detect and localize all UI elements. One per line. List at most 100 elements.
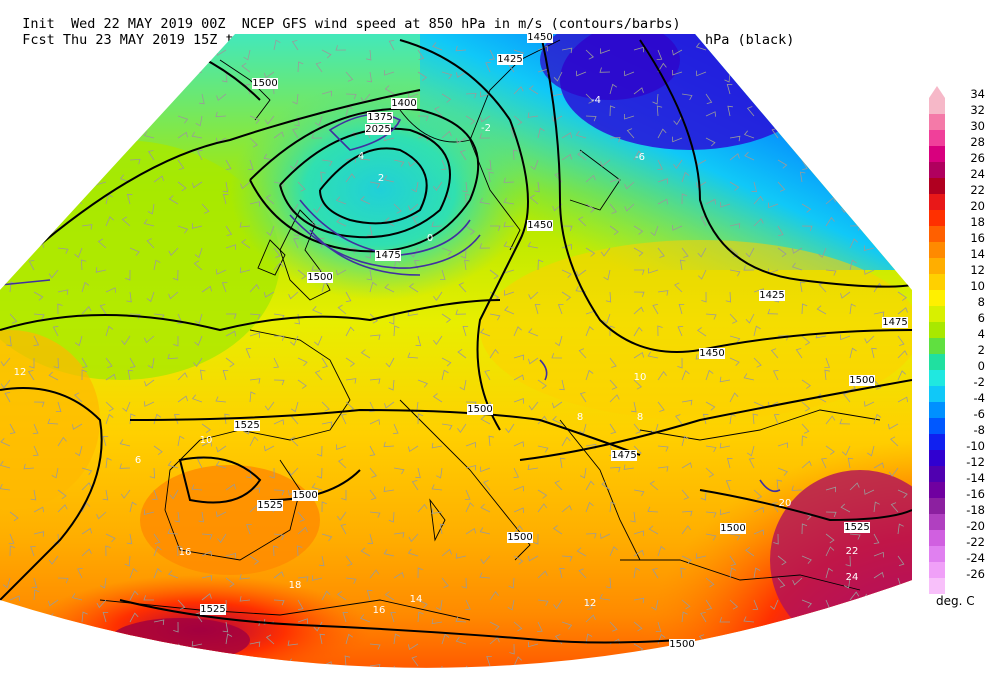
wind-barb (57, 303, 63, 315)
wind-barb (801, 621, 807, 632)
wind-barb (465, 599, 471, 610)
wind-barb (199, 93, 205, 105)
wind-barb (465, 193, 471, 205)
wind-barb (647, 506, 659, 513)
wind-barb (867, 445, 875, 457)
wind-barb (4, 392, 11, 403)
wind-barb (33, 445, 39, 456)
wind-barb (825, 486, 837, 493)
wind-barb (849, 617, 860, 623)
wind-barb (95, 157, 107, 163)
wind-barb (408, 159, 419, 168)
wind-barb (23, 463, 35, 470)
wind-barb (24, 643, 35, 652)
wind-barb (801, 48, 813, 55)
legend-swatch (929, 338, 945, 354)
wind-barb (177, 655, 183, 667)
wind-barb (121, 335, 131, 346)
temperature-label: 22 (846, 546, 859, 557)
wind-barb (225, 577, 235, 588)
wind-barb (249, 313, 261, 320)
wind-barb (129, 567, 138, 579)
wind-barb (657, 401, 665, 412)
legend-swatch (929, 402, 945, 418)
wind-barb (489, 621, 500, 631)
wind-barb (126, 193, 133, 205)
wind-barb (153, 445, 163, 456)
wind-barb (513, 326, 522, 337)
wind-barb (53, 357, 59, 369)
legend-units: deg. C (936, 594, 975, 608)
legend-label: 4 (977, 327, 985, 341)
wind-barb (153, 619, 165, 626)
wind-barb (459, 379, 467, 391)
wind-barb (265, 194, 275, 205)
wind-barb (393, 532, 405, 538)
wind-barb (609, 225, 619, 236)
wind-barb (263, 658, 275, 667)
wind-barb (337, 591, 347, 601)
wind-barb (601, 480, 611, 491)
height-label-bg (467, 404, 493, 415)
wind-barb (195, 656, 203, 667)
wind-barb (81, 611, 88, 623)
wind-barb (95, 267, 107, 273)
wind-barb (504, 290, 515, 296)
wind-barb (369, 467, 377, 478)
wind-barb (609, 423, 617, 434)
wind-barb (9, 545, 16, 557)
wind-barb (383, 441, 395, 448)
wind-barb (554, 480, 563, 491)
wind-barb (51, 467, 59, 479)
wind-barb (273, 545, 279, 557)
wind-barb (369, 489, 377, 500)
wind-barb (657, 445, 669, 452)
wind-barb (729, 357, 740, 366)
wind-barb (681, 611, 688, 623)
wind-barb (225, 633, 233, 645)
wind-barb (345, 577, 357, 584)
wind-barb (369, 334, 381, 340)
wind-barb (528, 555, 539, 562)
wind-barb (697, 269, 707, 280)
wind-barb (729, 135, 741, 142)
wind-barb (392, 423, 399, 434)
wind-barb (290, 436, 299, 447)
wind-barb (222, 181, 229, 193)
wind-barb (849, 61, 856, 73)
wind-barb (633, 291, 645, 298)
wind-barb (801, 435, 808, 447)
temperature-label: -4 (591, 95, 601, 106)
wind-barb (863, 42, 875, 51)
wind-barb (849, 238, 858, 249)
wind-barb (634, 269, 645, 275)
wind-barb (657, 178, 668, 184)
wind-barb (249, 283, 260, 293)
wind-barb (388, 313, 395, 325)
height-label: 1500 (252, 78, 277, 89)
wind-barb (441, 159, 447, 170)
wind-barb (72, 159, 83, 168)
wind-barb (441, 130, 452, 139)
wind-barb (120, 137, 131, 146)
wind-barb (72, 71, 83, 81)
wind-barb (408, 203, 419, 212)
wind-barb (288, 291, 299, 300)
wind-barb (77, 49, 83, 61)
wind-barb (2, 577, 11, 589)
wind-barb (777, 555, 787, 566)
wind-barb (464, 489, 471, 500)
wind-barb (849, 127, 857, 139)
wind-barb (792, 115, 803, 125)
wind-barb (719, 376, 731, 383)
wind-barb (897, 350, 908, 359)
wind-barb (417, 503, 428, 513)
wind-barb (890, 502, 899, 513)
wind-barb (897, 93, 909, 101)
wind-barb (249, 332, 260, 338)
wind-barb (433, 291, 443, 301)
wind-barb (745, 247, 755, 258)
wind-barb (727, 105, 733, 117)
wind-barb (705, 369, 714, 381)
wind-barb (264, 445, 275, 452)
